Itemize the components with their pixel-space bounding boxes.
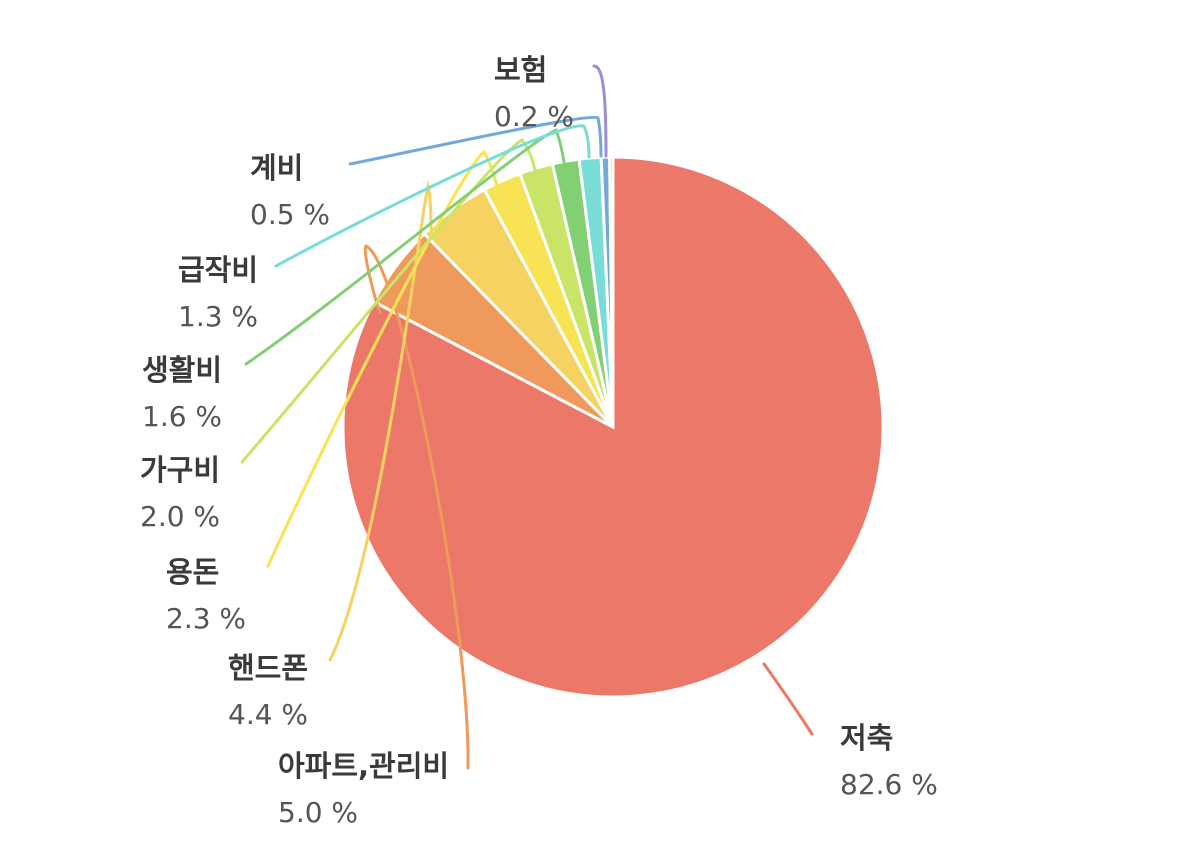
slice-value-label-4: 2.3 % xyxy=(166,602,246,635)
slice-label-8: 계비 xyxy=(250,151,303,185)
slice-value-label-6: 1.6 % xyxy=(142,400,222,433)
slice-label-6: 생활비 xyxy=(142,353,222,387)
leader-line-9 xyxy=(592,64,608,158)
leader-line-7 xyxy=(274,124,591,268)
slice-value-label-9: 0.2 % xyxy=(494,100,574,133)
slice-label-2: 아파트,관리비 xyxy=(278,749,449,783)
slice-value-label-8: 0.5 % xyxy=(250,198,330,231)
labels-layer: 저축 82.6 % 아파트,관리비 5.0 % 핸드폰 4.4 % 용돈 2.3 % 가구비 2.… xyxy=(140,53,938,829)
slices-layer xyxy=(341,155,885,699)
slice-label-3: 핸드폰 xyxy=(228,651,308,685)
leader-line-1 xyxy=(762,662,814,736)
leader-line-3 xyxy=(328,180,434,662)
leader-lines-layer xyxy=(240,64,814,770)
leader-line-8 xyxy=(348,115,603,166)
slice-label-1: 저축 xyxy=(840,721,893,755)
slice-value-label-2: 5.0 % xyxy=(278,796,358,829)
pie-slice-9 xyxy=(608,155,615,428)
slice-label-7: 급작비 xyxy=(178,253,258,287)
slice-label-5: 가구비 xyxy=(140,453,220,487)
leader-line-6 xyxy=(244,128,566,366)
slice-label-4: 용돈 xyxy=(166,555,219,589)
slice-label-9: 보험 xyxy=(494,53,547,87)
leader-line-2 xyxy=(363,244,470,770)
slice-value-label-1: 82.6 % xyxy=(840,768,938,801)
leader-line-5 xyxy=(240,138,537,464)
slice-value-label-5: 2.0 % xyxy=(140,500,220,533)
slice-value-label-3: 4.4 % xyxy=(228,698,308,731)
slice-value-label-7: 1.3 % xyxy=(178,300,258,333)
